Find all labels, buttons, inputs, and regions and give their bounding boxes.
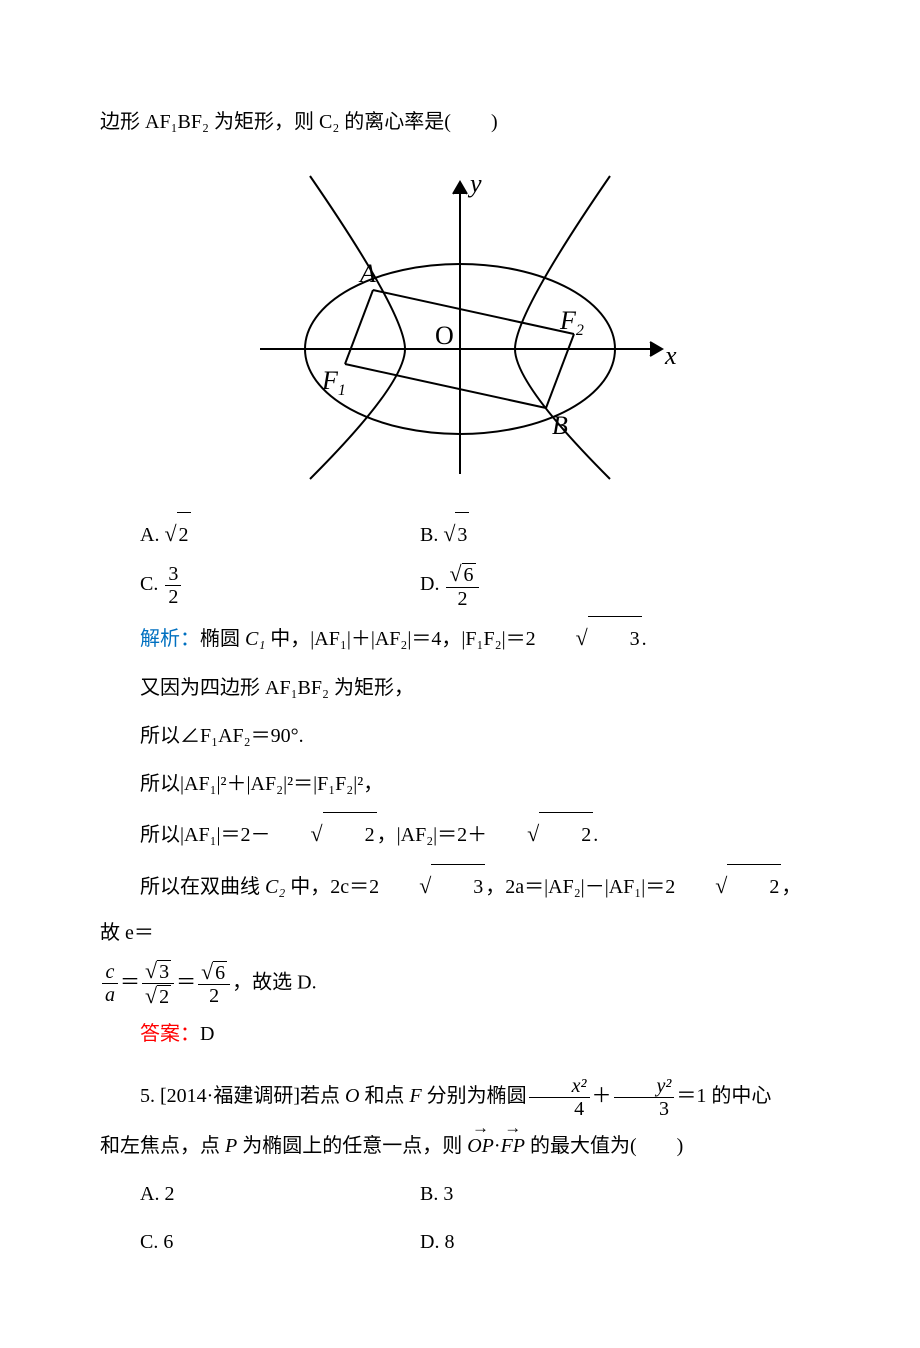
q4-optD: D. 62 [400, 562, 820, 609]
point-A: A [358, 259, 376, 288]
q5-stem-line2: 和左焦点，点 P 为椭圆上的任意一点，则 OP·FP 的最大值为( ) [100, 1124, 820, 1168]
vector-FP: FP [501, 1124, 525, 1168]
answer-label: 答案： [140, 1023, 200, 1045]
q4-stem-text: 边形 AF₁BF₂ 为矩形，则 C₂ 的离心率是( ) [100, 111, 498, 133]
q4-answer: 答案：D [100, 1012, 820, 1056]
q5-optA: A. 2 [100, 1172, 400, 1216]
q4-solution-l6: 所以在双曲线 C₂ 中，2c＝23，2a＝|AF₂|－|AF₁|＝22，故 e＝ [100, 862, 820, 954]
q4-solution-l5: 所以|AF₁|＝2－2，|AF₂|＝2＋2. [100, 810, 820, 858]
q5-optD: D. 8 [400, 1220, 820, 1264]
q4-options-row2: C. 32 D. 62 [100, 562, 820, 609]
conic-diagram: x y O A B F1 F2 [100, 164, 820, 500]
q5-optB: B. 3 [400, 1172, 820, 1216]
q4-solution-l2: 又因为四边形 AF₁BF₂ 为矩形， [100, 666, 820, 710]
q4-solution-l4: 所以|AF₁|²＋|AF₂|²＝|F₁F₂|²， [100, 762, 820, 806]
q4-optA: A. 2 [100, 510, 400, 558]
q4-stem: 边形 AF₁BF₂ 为矩形，则 C₂ 的离心率是( ) [100, 100, 820, 144]
q5-options-row1: A. 2 B. 3 [100, 1172, 820, 1216]
q4-solution-l7: ca＝32＝62，故选 D. [100, 959, 820, 1008]
q5-options-row2: C. 6 D. 8 [100, 1220, 820, 1264]
vector-OP: OP [467, 1124, 494, 1168]
point-F2: F2 [559, 306, 584, 339]
q4-solution-l3: 所以∠F₁AF₂＝90°. [100, 714, 820, 758]
axis-x-label: x [664, 341, 677, 370]
diagram-svg: x y O A B F1 F2 [230, 164, 690, 484]
q4-solution-l1: 解析：椭圆 C₁ 中，|AF₁|＋|AF₂|＝4，|F₁F₂|＝23. [100, 614, 820, 662]
q4-optC: C. 32 [100, 562, 400, 609]
origin-label: O [435, 321, 454, 350]
q4-optB: B. 3 [400, 510, 820, 558]
q4-options-row1: A. 2 B. 3 [100, 510, 820, 558]
axis-y-label: y [467, 169, 482, 198]
q5-stem-line1: 5. [2014·福建调研]若点 O 和点 F 分别为椭圆x²4＋y²3＝1 的… [100, 1074, 820, 1120]
point-B: B [552, 411, 568, 440]
solution-label: 解析： [140, 628, 200, 650]
q5-optC: C. 6 [100, 1220, 400, 1264]
point-F1: F1 [321, 366, 346, 399]
